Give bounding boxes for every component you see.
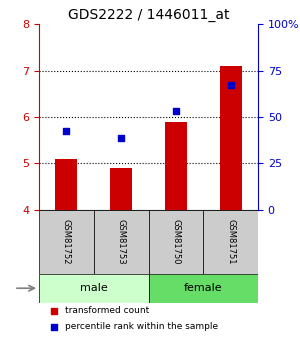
- Text: GSM81753: GSM81753: [117, 219, 126, 265]
- Point: [173, 109, 178, 114]
- Text: GSM81750: GSM81750: [171, 219, 180, 265]
- Text: female: female: [184, 283, 223, 293]
- Bar: [39, 210, 94, 274]
- Bar: [203, 210, 258, 274]
- Point: [52, 308, 57, 314]
- Text: male: male: [80, 283, 108, 293]
- Point: [64, 128, 69, 134]
- Bar: [110, 168, 132, 210]
- Text: GSM81751: GSM81751: [226, 219, 235, 265]
- Bar: [220, 66, 242, 210]
- Text: GSM81752: GSM81752: [62, 219, 71, 265]
- Text: transformed count: transformed count: [65, 306, 149, 315]
- Bar: [94, 210, 148, 274]
- Title: GDS2222 / 1446011_at: GDS2222 / 1446011_at: [68, 8, 229, 22]
- Point: [228, 82, 233, 87]
- Bar: [148, 210, 203, 274]
- Point: [119, 135, 124, 141]
- Bar: [56, 159, 77, 210]
- Text: percentile rank within the sample: percentile rank within the sample: [65, 322, 218, 331]
- Bar: [39, 274, 148, 303]
- Bar: [165, 122, 187, 210]
- Bar: [148, 274, 258, 303]
- Point: [52, 324, 57, 329]
